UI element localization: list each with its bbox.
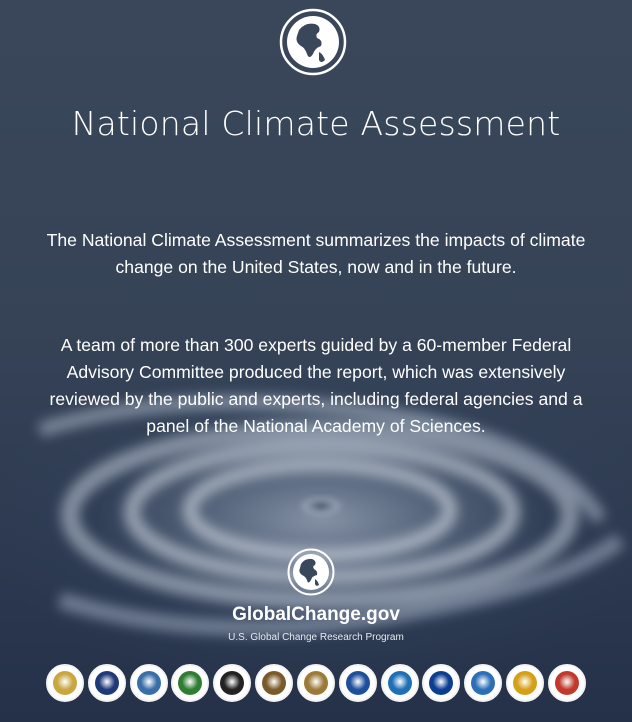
usda-seal-emblem: [53, 671, 77, 695]
defense-seal-emblem: [136, 671, 161, 695]
page-title: National Climate Assessment: [71, 104, 561, 143]
usda-seal-icon[interactable]: [46, 664, 84, 702]
hhs-seal-emblem: [220, 671, 245, 695]
energy-seal-emblem: [178, 671, 203, 695]
nsf-seal-emblem: [471, 671, 496, 695]
transportation-seal-emblem: [345, 671, 370, 695]
usaid-seal-emblem: [554, 671, 579, 695]
hhs-seal-icon[interactable]: [213, 664, 252, 702]
nasa-seal-icon[interactable]: [422, 664, 461, 702]
globe-icon: [287, 548, 335, 596]
interior-seal-emblem: [262, 671, 287, 695]
intro-paragraph-summary: The National Climate Assessment summariz…: [46, 230, 586, 277]
smithsonian-seal-emblem: [513, 671, 538, 695]
commerce-seal-emblem: [94, 671, 119, 695]
globe-icon: [279, 8, 347, 76]
brand-subtitle: U.S. Global Change Research Program: [228, 632, 404, 643]
defense-seal-icon[interactable]: [129, 664, 168, 702]
interior-seal-icon[interactable]: [255, 664, 294, 702]
brand-name-link[interactable]: GlobalChange.gov: [232, 604, 400, 625]
smithsonian-seal-icon[interactable]: [506, 664, 545, 702]
energy-seal-icon[interactable]: [171, 664, 210, 702]
state-seal-icon[interactable]: [296, 664, 335, 702]
commerce-seal-icon[interactable]: [87, 664, 126, 702]
epa-seal-emblem: [387, 671, 412, 695]
epa-seal-icon[interactable]: [380, 664, 419, 702]
nasa-seal-emblem: [429, 671, 454, 695]
intro-paragraph-team: A team of more than 300 experts guided b…: [49, 335, 583, 436]
nsf-seal-icon[interactable]: [464, 664, 503, 702]
state-seal-emblem: [303, 671, 328, 695]
transportation-seal-icon[interactable]: [338, 664, 377, 702]
usaid-seal-icon[interactable]: [547, 664, 586, 702]
agency-seals-row: [46, 664, 586, 704]
